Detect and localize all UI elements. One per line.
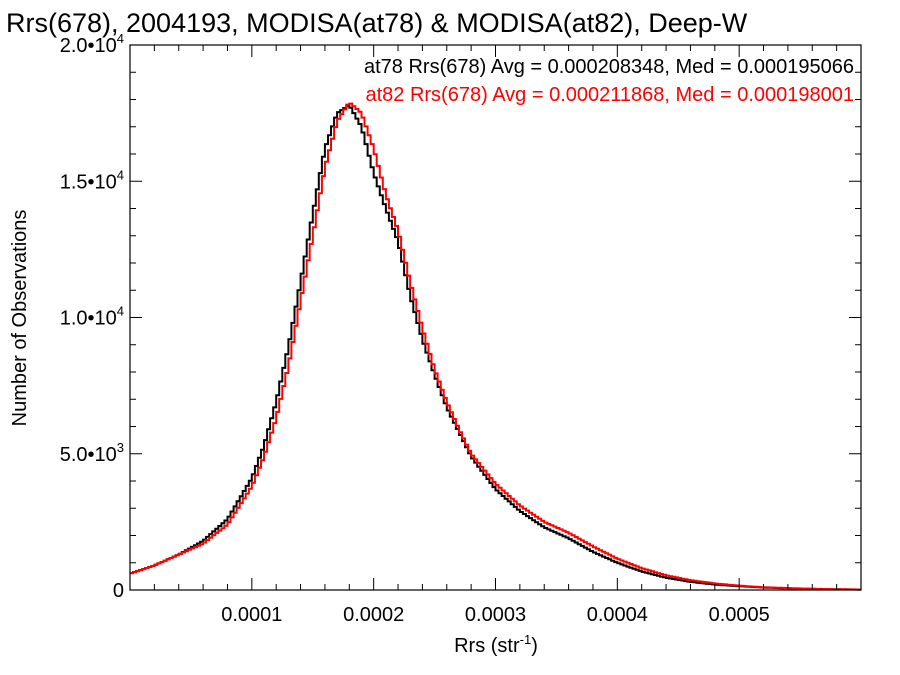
- tick-layer: 0.0001 0.0002 0.0003 0.0004 0.0005 0 5.0•103 1.…: [60, 31, 861, 626]
- x-tick-label-4: 0.0005: [709, 604, 770, 626]
- x-tick-label-3: 0.0004: [587, 604, 648, 626]
- x-axis-label-main: Rrs (str: [454, 635, 520, 657]
- y-axis-label: Number of Observations: [9, 210, 31, 427]
- x-tick-label-1: 0.0002: [343, 604, 404, 626]
- x-tick-label-2: 0.0003: [465, 604, 526, 626]
- x-axis-label-close: ): [531, 635, 538, 657]
- x-tick-label-0: 0.0001: [221, 604, 282, 626]
- y-tick-label-3: 1.5•104: [60, 167, 124, 193]
- series-1-histogram: [130, 102, 861, 591]
- series-layer: [130, 102, 861, 591]
- x-axis-label-superscript: -1: [520, 632, 532, 647]
- y-tick-label-2: 1.0•104: [60, 304, 124, 330]
- y-tick-label-4: 2.0•104: [60, 31, 124, 57]
- chart-title: Rrs(678), 2004193, MODISA(at78) & MODISA…: [6, 8, 748, 38]
- annotation-at82-stats: at82 Rrs(678) Avg = 0.000211868, Med = 0…: [365, 84, 854, 106]
- y-tick-label-0: 0: [113, 580, 124, 602]
- y-tick-label-1: 5.0•103: [60, 440, 124, 466]
- x-axis-label: Rrs (str-1): [454, 632, 538, 657]
- annotation-at78-stats: at78 Rrs(678) Avg = 0.000208348, Med = 0…: [364, 56, 854, 78]
